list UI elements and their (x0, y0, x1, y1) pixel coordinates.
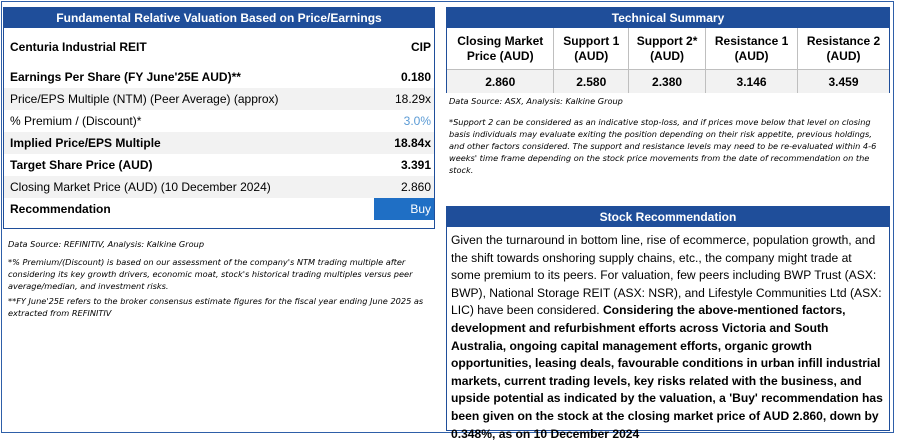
row-label: Earnings Per Share (FY June'25E AUD)** (10, 70, 241, 84)
table-cell: 3.146 (705, 69, 799, 93)
company-ticker: CIP (410, 40, 431, 54)
technical-source: Data Source: ASX, Analysis: Kalkine Grou… (449, 96, 623, 106)
row-value: 3.0% (403, 114, 431, 128)
table-cell: 2.380 (628, 69, 707, 93)
technical-title: Technical Summary (447, 8, 889, 28)
recommendation-text-bold: Considering the above-mentioned factors,… (451, 303, 883, 441)
company-row: Centuria Industrial REIT CIP (4, 28, 434, 66)
valuation-note-fy: **FY June'25E refers to the broker conse… (8, 296, 424, 318)
recommendation-row: Recommendation Buy (4, 198, 434, 220)
table-row: Earnings Per Share (FY June'25E AUD)** 0… (4, 66, 434, 88)
recommendation-panel: Stock Recommendation Given the turnaroun… (446, 206, 890, 441)
row-value: 18.84x (373, 132, 434, 154)
recommendation-value: Buy (373, 198, 434, 220)
row-label: Recommendation (10, 202, 111, 216)
table-row: Price/EPS Multiple (NTM) (Peer Average) … (4, 88, 434, 110)
column-header: Support 1 (AUD) (553, 28, 630, 70)
table-row: % Premium / (Discount)* 3.0% (4, 110, 434, 132)
table-row: Target Share Price (AUD) 3.391 (4, 154, 434, 176)
technical-note: *Support 2 can be considered as an indic… (449, 117, 877, 175)
column-header: Resistance 1 (AUD) (705, 28, 799, 70)
column-header: Closing Market Price (AUD) (447, 28, 555, 70)
outer-frame (1, 1, 894, 433)
table-cell: 2.580 (553, 69, 630, 93)
table-row: Closing Market Price (AUD) (10 December … (4, 176, 434, 198)
recommendation-text-regular: Given the turnaround in bottom line, ris… (451, 233, 882, 318)
valuation-table: Centuria Industrial REIT CIP Earnings Pe… (4, 28, 434, 220)
table-row: Implied Price/EPS Multiple 18.84x (4, 132, 434, 154)
table-row: 2.860 2.580 2.380 3.146 3.459 (447, 69, 889, 93)
company-name: Centuria Industrial REIT (10, 40, 147, 54)
row-label: Target Share Price (AUD) (10, 158, 153, 172)
row-label: Implied Price/EPS Multiple (4, 132, 374, 154)
valuation-panel: Fundamental Relative Valuation Based on … (3, 7, 435, 229)
row-value: 2.860 (373, 176, 434, 198)
table-cell: 3.459 (797, 69, 889, 93)
row-value: 18.29x (373, 88, 434, 110)
valuation-source: Data Source: REFINITIV, Analysis: Kalkin… (8, 239, 205, 249)
technical-panel: Technical Summary Closing Market Price (… (446, 7, 890, 93)
row-value: 0.180 (400, 70, 431, 84)
row-label: Price/EPS Multiple (NTM) (Peer Average) … (4, 88, 374, 110)
technical-notes: Data Source: ASX, Analysis: Kalkine Grou… (449, 95, 889, 185)
valuation-notes: Data Source: REFINITIV, Analysis: Kalkin… (8, 238, 433, 322)
table-cell: 2.860 (447, 69, 555, 93)
table-header-row: Closing Market Price (AUD) Support 1 (AU… (447, 28, 889, 70)
column-header: Resistance 2 (AUD) (806, 33, 881, 63)
recommendation-text: Given the turnaround in bottom line, ris… (447, 227, 889, 443)
recommendation-title: Stock Recommendation (447, 207, 889, 227)
column-header: Support 2* (AUD) (628, 28, 707, 70)
row-label: Closing Market Price (AUD) (10 December … (4, 176, 374, 198)
valuation-note-premium: *% Premium/(Discount) is based on our as… (8, 257, 413, 291)
technical-table: Closing Market Price (AUD) Support 1 (AU… (447, 28, 889, 93)
row-value: 3.391 (400, 158, 431, 172)
row-label: % Premium / (Discount)* (10, 114, 142, 128)
valuation-title: Fundamental Relative Valuation Based on … (4, 8, 434, 28)
